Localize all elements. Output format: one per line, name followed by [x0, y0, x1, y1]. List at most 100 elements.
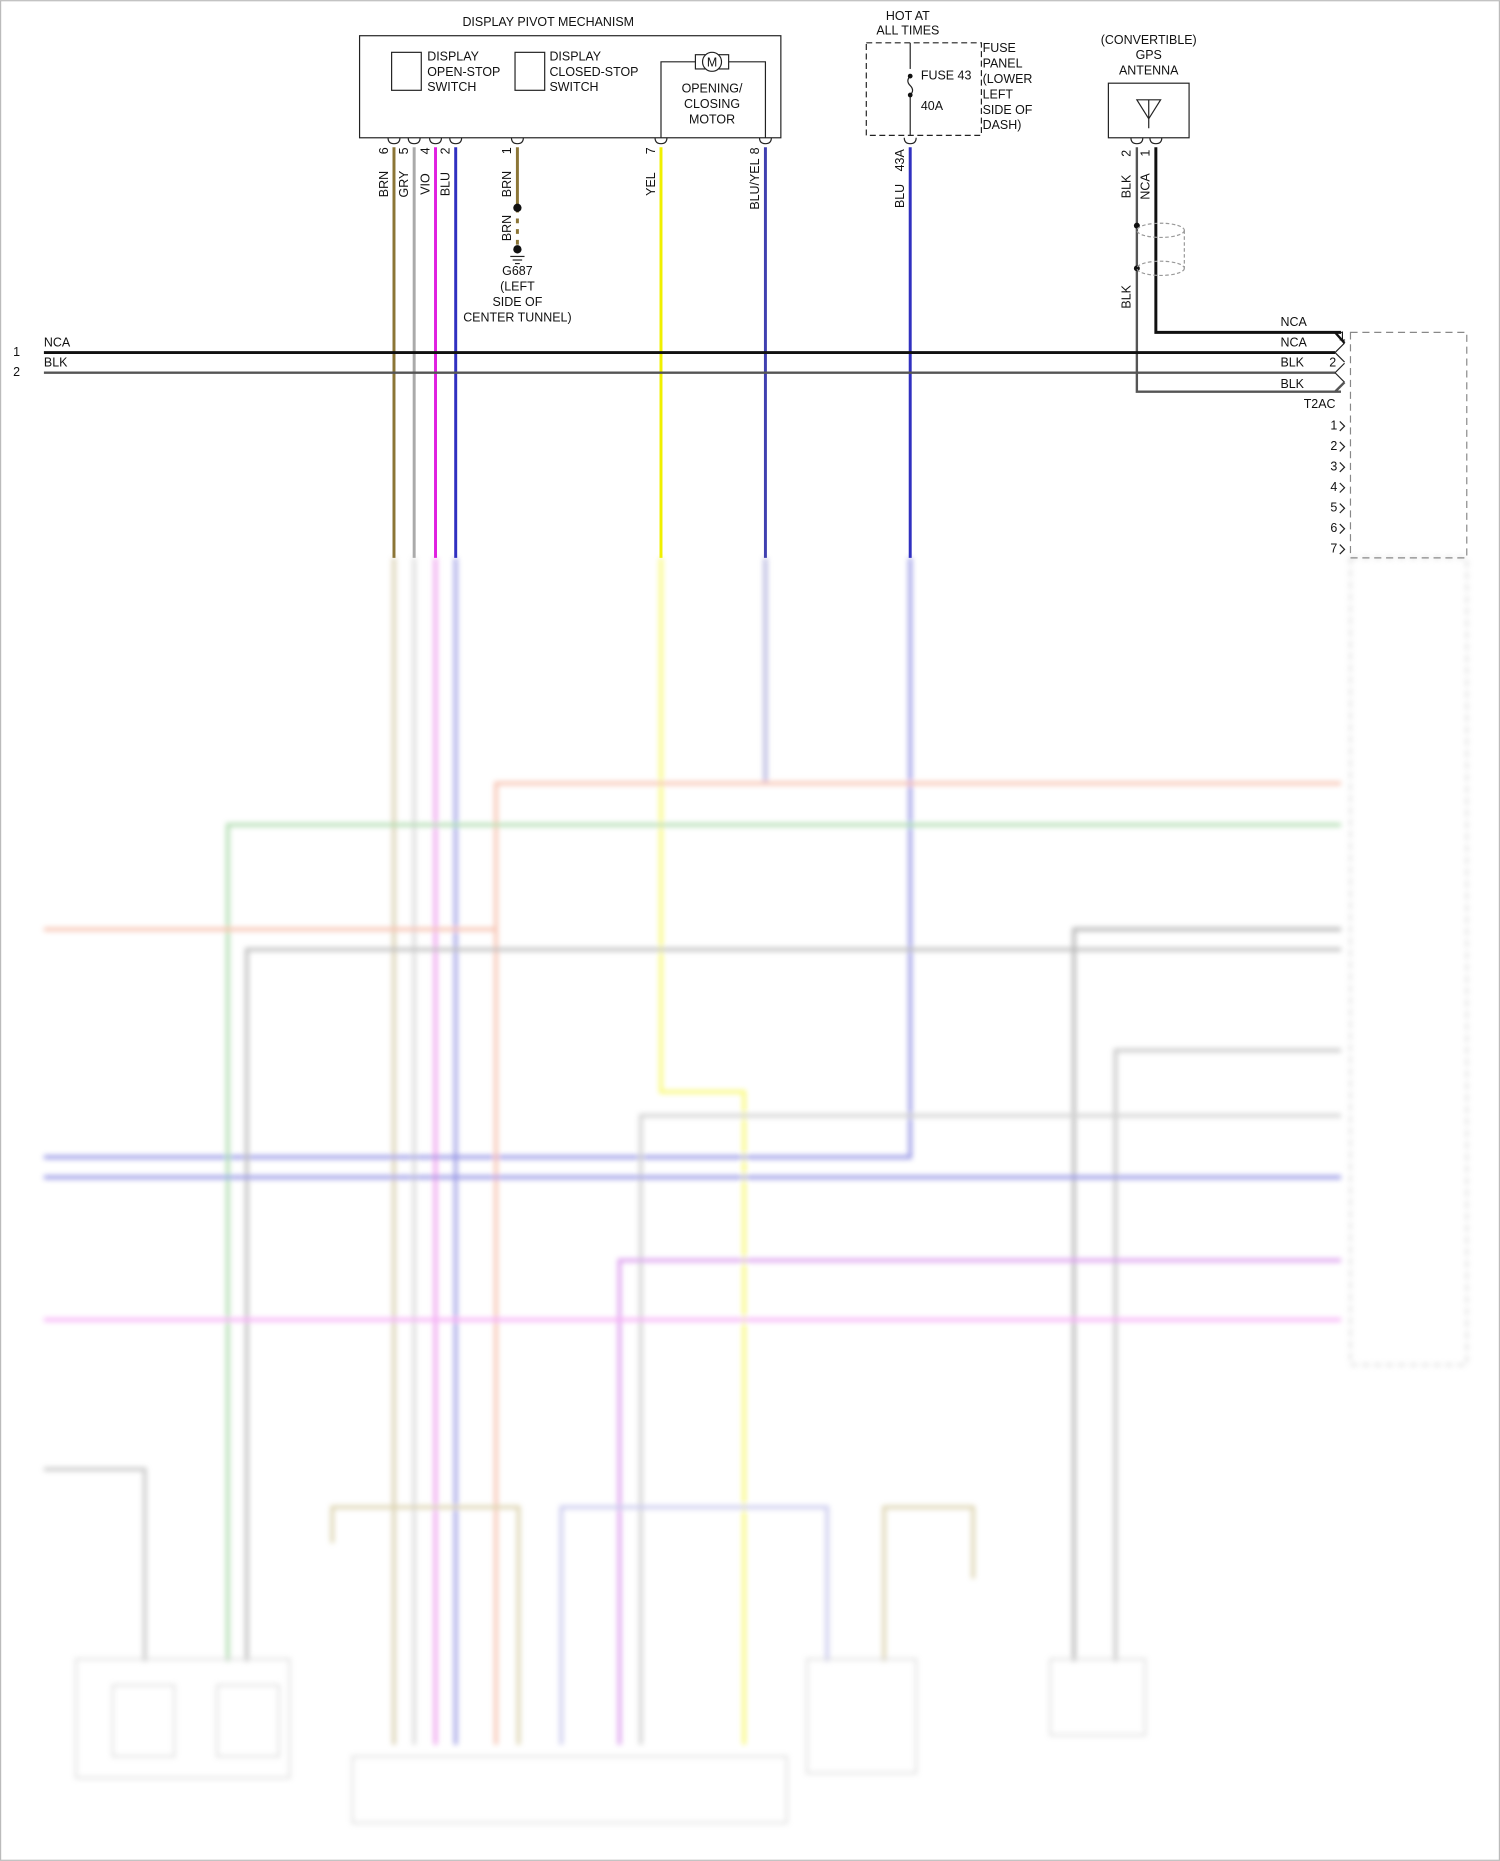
antenna-symbol	[1135, 99, 1162, 129]
wire-label: BLK	[44, 356, 68, 370]
pin-connector	[428, 137, 443, 145]
fuse-symbol	[907, 75, 914, 96]
fuse-name: FUSE 43	[921, 68, 972, 82]
pin-connector	[407, 137, 421, 145]
antenna-box	[1107, 82, 1190, 139]
pin-connector	[1339, 482, 1346, 493]
wire	[1135, 147, 1341, 393]
pin-connector	[1149, 137, 1163, 145]
pin-connector	[1334, 362, 1345, 383]
wire-label: BLK	[1120, 174, 1134, 198]
wire	[1334, 331, 1346, 344]
switch-label: SWITCH	[427, 80, 476, 94]
fuse-panel-box	[865, 42, 983, 136]
wire	[1154, 147, 1341, 334]
pin-number: 7	[644, 147, 658, 154]
motor-label: OPENING/	[682, 81, 743, 95]
wire-label: BLU	[438, 172, 452, 196]
wire-label: BRN	[377, 171, 391, 197]
switch-label: OPEN-STOP	[427, 65, 500, 79]
pin-number: 2	[1329, 356, 1336, 370]
fuse-panel-label: SIDE OF	[983, 103, 1033, 117]
pin-number: 2	[13, 365, 20, 379]
switch-label: DISPLAY	[549, 49, 601, 63]
wire-label: BRN	[500, 171, 514, 197]
pin-connector	[1130, 137, 1144, 145]
fuse-panel-label: (LOWER	[983, 72, 1033, 86]
pin-number: 1	[1339, 329, 1346, 343]
pin-number: 8	[748, 147, 762, 154]
switch-label: CLOSED-STOP	[549, 65, 638, 79]
switch-symbol	[514, 51, 546, 91]
wire-label: YEL	[644, 172, 658, 196]
pin-number: 5	[397, 147, 411, 154]
pin-number: 43A	[893, 149, 907, 172]
splice	[1133, 222, 1140, 229]
pin-connector	[449, 137, 463, 145]
wire-label: NCA	[1280, 315, 1307, 329]
fuse-panel-label: DASH)	[983, 118, 1022, 132]
pin-number: 2	[1330, 439, 1337, 453]
motor-symbol-text: M	[707, 55, 717, 69]
splice	[1133, 265, 1140, 272]
fuse-header: HOT AT	[886, 9, 930, 23]
connector-name: T2AC	[1304, 397, 1336, 411]
ground-label: SIDE OF	[492, 295, 542, 309]
pin-number: 1	[500, 147, 514, 154]
pin-number: 4	[1330, 480, 1337, 494]
wire-label: NCA	[1139, 173, 1153, 200]
wire-label: BRN	[500, 215, 514, 241]
wire-label: BLK	[1280, 377, 1304, 391]
motor-symbol	[701, 51, 723, 72]
ground-label: G687	[502, 264, 533, 278]
motor-label: CLOSING	[684, 97, 740, 111]
ground-label: (LEFT	[500, 280, 535, 294]
pin-connector	[654, 137, 668, 145]
splice	[513, 203, 522, 212]
blurred-lower-section	[43, 556, 1468, 1824]
pin-number: 1	[13, 345, 20, 359]
component-box	[358, 35, 782, 139]
wire-label: VIO	[418, 173, 432, 195]
antenna-label: ANTENNA	[1119, 64, 1179, 78]
splice	[907, 73, 913, 79]
shield	[1136, 260, 1185, 277]
wire-label: BLK	[1280, 356, 1304, 370]
wire-label: BLU	[893, 184, 907, 208]
pin-number: 2	[1120, 150, 1134, 157]
top-section: DISPLAY PIVOT MECHANISMDISPLAYOPEN-STOPS…	[13, 9, 1468, 559]
motor-label: MOTOR	[689, 112, 735, 126]
wire-label: BLK	[1120, 284, 1134, 308]
pin-connector	[1339, 462, 1346, 473]
pin-connector	[1334, 342, 1345, 363]
pin-number: 7	[1330, 542, 1337, 556]
switch-label: DISPLAY	[427, 49, 479, 63]
wire-label: NCA	[44, 335, 71, 349]
ground-label: CENTER TUNNEL)	[463, 310, 571, 324]
splice	[907, 92, 913, 98]
pin-connector	[387, 137, 401, 145]
pin-connector	[1339, 420, 1346, 432]
wire-label: BLU/YEL	[748, 158, 762, 209]
pin-number: 1	[1330, 418, 1337, 432]
fuse-header: ALL TIMES	[876, 23, 939, 37]
fuse-panel-label: LEFT	[983, 87, 1014, 101]
pin-connector	[758, 137, 772, 145]
antenna-label: GPS	[1136, 48, 1162, 62]
pin-connector	[1339, 544, 1346, 555]
splice	[513, 245, 522, 254]
fuse-panel-label: FUSE	[983, 41, 1016, 55]
pin-connector	[1339, 523, 1346, 534]
pin-connector	[1339, 503, 1346, 514]
wire-label: GRY	[397, 170, 411, 197]
switch-label: SWITCH	[549, 80, 598, 94]
connector-box	[1349, 331, 1468, 559]
antenna-label: (CONVERTIBLE)	[1101, 33, 1197, 47]
fuse-panel-label: PANEL	[983, 56, 1023, 70]
wire-label: NCA	[1280, 335, 1307, 349]
switch-symbol	[391, 51, 422, 91]
pin-number: 4	[418, 147, 432, 154]
pin-number: 3	[1330, 460, 1337, 474]
